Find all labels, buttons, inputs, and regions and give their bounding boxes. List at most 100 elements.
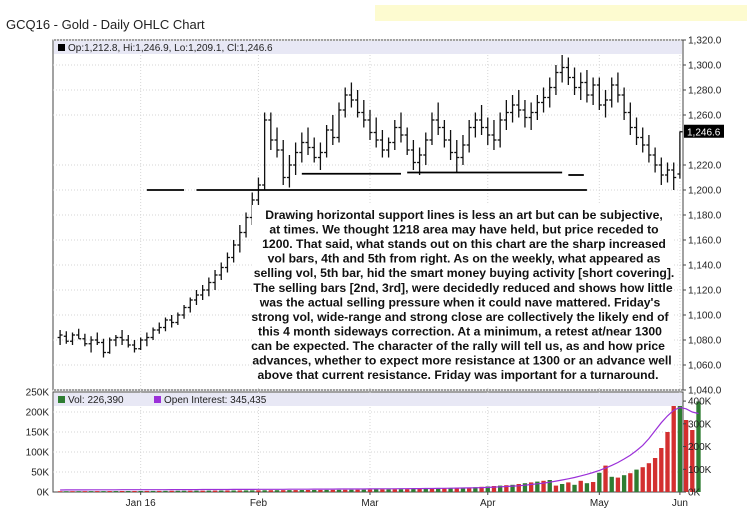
ohlc-bar: [435, 102, 441, 135]
price-tick-label: 1,280.0: [688, 86, 722, 97]
ohlc-bar: [534, 95, 540, 120]
ohlc-bar: [150, 327, 156, 340]
volume-panel-frame: [52, 391, 684, 493]
ohlc-bar: [516, 90, 522, 118]
open-interest-legend-text: Open Interest: 345,435: [164, 395, 267, 406]
volume-bar: [460, 487, 466, 492]
ohlc-bar: [57, 330, 63, 345]
volume-bar: [144, 490, 150, 492]
volume-bar: [597, 472, 602, 492]
ohlc-bar: [286, 155, 292, 188]
volume-bar: [188, 490, 193, 492]
ohlc-bar: [243, 212, 249, 238]
ohlc-bar: [386, 137, 392, 158]
volume-bar: [634, 469, 639, 492]
volume-bar: [367, 489, 373, 492]
volume-bar: [683, 420, 689, 492]
time-axis: Jan 16 Feb Mar Apr May Jun: [126, 492, 688, 509]
volume-bar: [640, 467, 645, 492]
volume-bar: [281, 490, 286, 492]
ohlc-bar: [119, 330, 125, 345]
ohlc-bar: [218, 262, 224, 280]
ohlc-bar: [342, 87, 348, 118]
ohlc-bar: [162, 317, 168, 332]
volume-bar: [175, 490, 181, 492]
ohlc-bar: [193, 290, 199, 305]
ohlc-bar: [671, 162, 677, 190]
price-tick-label: 1,040.0: [688, 386, 722, 397]
ohlc-bar: [293, 142, 299, 175]
annotation-line: selling vol, 5th bar, hid the smart mone…: [254, 266, 675, 280]
ohlc-bar: [305, 127, 311, 155]
ohlc-bar: [169, 315, 175, 328]
volume-bar: [603, 465, 608, 492]
ohlc-bar: [497, 112, 503, 148]
ohlc-bar: [212, 270, 218, 290]
ohlc-bar: [429, 112, 435, 145]
volume-bar: [423, 488, 428, 492]
support-lines: [146, 171, 587, 191]
ohlc-bar: [156, 322, 162, 334]
ohlc-bar: [584, 70, 590, 103]
ohlc-bar: [131, 340, 137, 353]
ohlc-bar: [373, 117, 379, 148]
ohlc-bar: [76, 328, 82, 340]
volume-bar: [76, 491, 81, 492]
time-tick-label: Feb: [250, 498, 268, 509]
ohlc-bar: [485, 117, 491, 145]
ohlc-bar: [460, 135, 466, 165]
ohlc-bar: [559, 55, 565, 83]
ohlc-bar: [466, 120, 472, 153]
ohlc-bar: [572, 67, 578, 95]
volume-bar: [590, 482, 596, 492]
ohlc-bar: [392, 120, 398, 150]
ohlc-bar: [107, 337, 113, 354]
annotation-line: can be expected. The character of the ra…: [251, 339, 665, 353]
ohlc-bar: [237, 225, 243, 253]
annotation-line: Drawing horizontal support lines is less…: [265, 208, 663, 222]
ohlc-bar: [479, 105, 485, 135]
volume-bar: [219, 490, 224, 492]
ohlc-bar: [627, 102, 633, 135]
ohlc-bar: [187, 297, 193, 313]
volume-bar: [473, 487, 478, 492]
ohlc-bar: [125, 335, 131, 348]
ohlc-bar: [578, 72, 584, 100]
header-note-strip: [375, 5, 747, 21]
volume-bar: [324, 489, 329, 492]
volume-bar: [349, 489, 354, 492]
annotation-line: at times. We thought 1218 area may have …: [269, 223, 658, 237]
volume-left-tick-label: 250K: [26, 388, 50, 399]
volume-bar: [101, 491, 106, 492]
ohlc-bar: [144, 332, 150, 347]
volume-panel[interactable]: Vol: 226,390 Open Interest: 345,435 250K2…: [26, 388, 712, 510]
volume-bar: [497, 485, 503, 492]
volume-bar: [163, 490, 168, 492]
open-interest-line: [60, 406, 699, 491]
volume-bar: [386, 489, 391, 492]
volume-bar: [138, 490, 143, 492]
volume-bars: [57, 401, 701, 492]
volume-bar: [584, 483, 590, 492]
ohlc-bar: [330, 115, 336, 145]
ohlc-bar: [361, 100, 367, 128]
volume-bar: [126, 491, 131, 492]
ohlc-bar: [355, 90, 361, 118]
price-panel[interactable]: Drawing horizontal support lines is less…: [52, 36, 724, 397]
volume-swatch: [58, 396, 65, 403]
volume-bar: [436, 488, 441, 492]
time-tick-label: Apr: [480, 498, 496, 509]
time-tick-label: Jun: [672, 498, 688, 509]
volume-bar: [417, 488, 422, 492]
volume-bar: [336, 489, 342, 492]
ohlc-bar: [88, 336, 94, 353]
ohlc-bar: [454, 140, 460, 173]
time-tick-label: May: [590, 498, 609, 509]
annotation-line: this 4 month sideways correction. At a m…: [258, 324, 662, 338]
last-price-tag-background: [684, 124, 724, 138]
annotation-box: Drawing horizontal support lines is less…: [251, 205, 674, 388]
ohlc-bar: [82, 333, 88, 347]
volume-grid: [53, 392, 683, 492]
volume-bar: [330, 489, 335, 492]
